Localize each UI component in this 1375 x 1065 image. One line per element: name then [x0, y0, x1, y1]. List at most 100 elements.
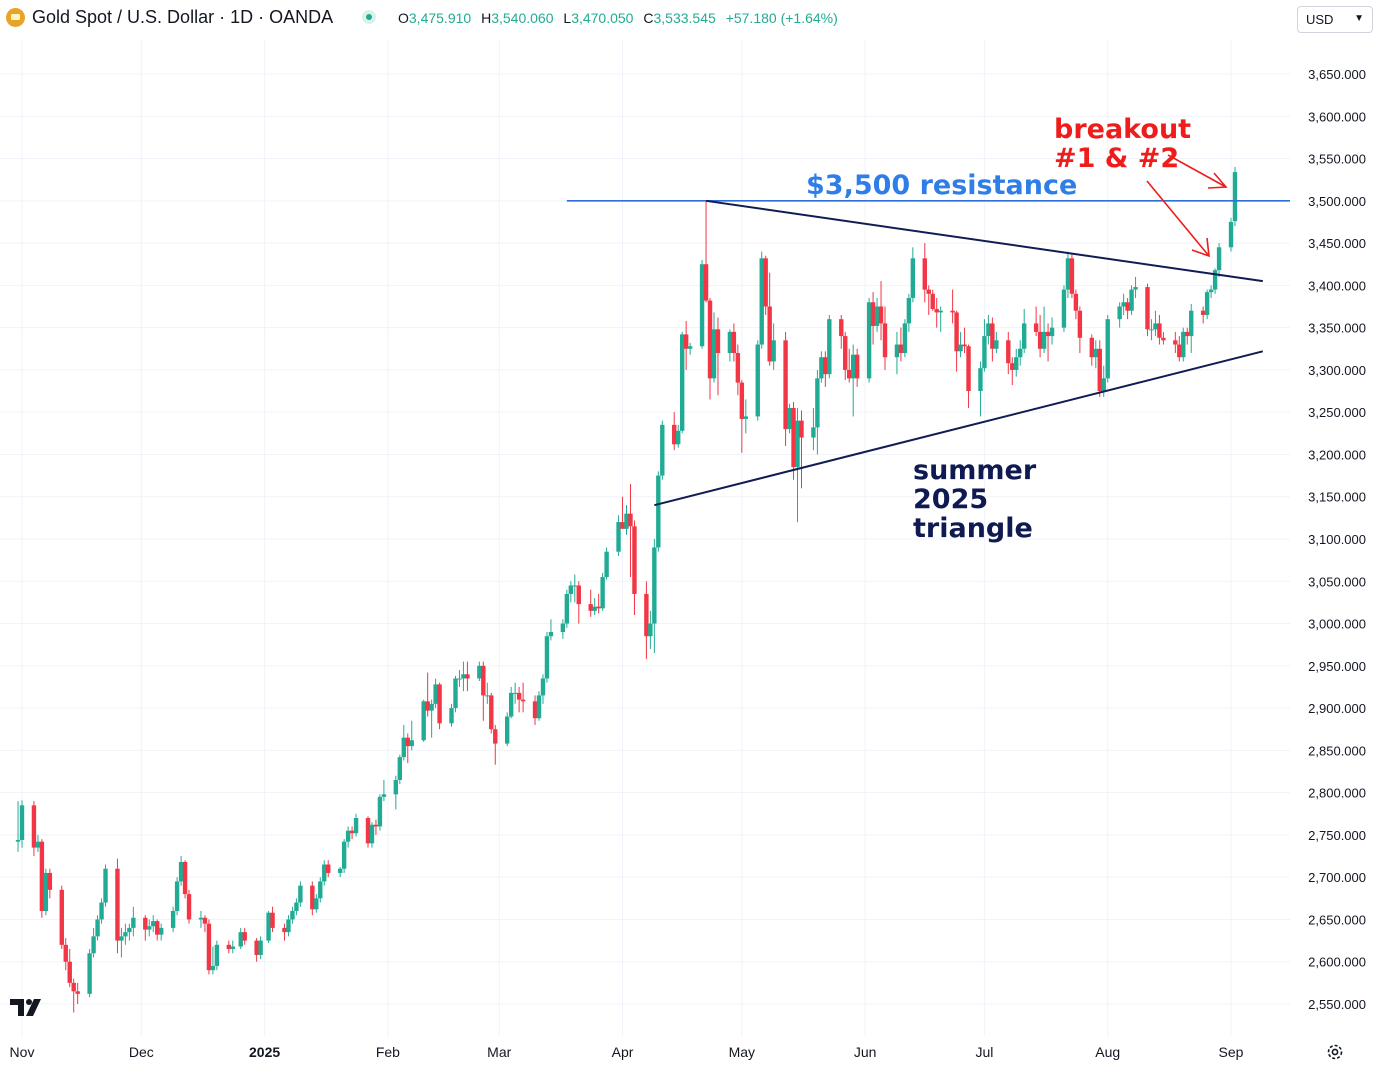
candle-body: [902, 323, 908, 353]
candle-body: [326, 864, 331, 873]
candle-body: [337, 868, 343, 873]
candle-body: [727, 331, 733, 353]
candle-body: [393, 779, 399, 795]
candles: [15, 167, 1238, 1013]
candle-body: [373, 824, 379, 827]
candle-body: [870, 302, 876, 326]
lower-trendline: [654, 350, 1264, 507]
resistance-label: $3,500 resistance: [806, 170, 1077, 201]
candle-body: [377, 796, 383, 827]
candle-body: [457, 678, 462, 680]
candle-body: [210, 965, 216, 971]
candle-body: [592, 606, 597, 611]
price-tick-label: 3,400.000: [1308, 278, 1366, 293]
candle-body: [564, 593, 570, 624]
price-tick-label: 3,250.000: [1308, 405, 1366, 420]
candle-body: [345, 830, 351, 842]
price-axis[interactable]: 2,550.000 2,600.000 2,650.000 2,700.000 2,75…: [1308, 67, 1366, 1012]
time-tick-label: Dec: [129, 1044, 154, 1060]
price-tick-label: 3,450.000: [1308, 236, 1366, 251]
candle-body: [63, 944, 68, 962]
chevron-down-icon: ▼: [1354, 13, 1364, 24]
candle-body: [715, 329, 721, 353]
candle-body: [127, 927, 132, 933]
triangle-label-line: triangle: [913, 513, 1033, 544]
candle-body: [560, 623, 566, 632]
candle-body: [266, 912, 271, 941]
grid: [0, 40, 1290, 1036]
price-tick-label: 2,600.000: [1308, 955, 1366, 970]
candle-body: [922, 258, 927, 290]
price-tick-label: 3,200.000: [1308, 447, 1366, 462]
candle-body: [1069, 258, 1075, 294]
candle-body: [481, 665, 486, 696]
candle-body: [19, 805, 25, 840]
candle-body: [87, 953, 92, 994]
candle-body: [477, 665, 482, 679]
candle-body: [1173, 340, 1178, 345]
candle-body: [707, 300, 713, 379]
candle-body: [982, 336, 987, 369]
candle-body: [1045, 331, 1051, 337]
candle-body: [310, 885, 315, 910]
price-tick-label: 2,900.000: [1308, 701, 1366, 716]
candle-body: [397, 757, 403, 780]
candle-body: [799, 420, 804, 438]
candle-body: [994, 340, 999, 349]
candle-body: [787, 407, 792, 430]
candle-body: [43, 872, 49, 911]
breakout-arrow-2: [1146, 180, 1210, 257]
candle-body: [628, 513, 633, 527]
candle-body: [99, 902, 104, 920]
candle-body: [449, 708, 454, 724]
candle-body: [743, 416, 749, 419]
currency-select[interactable]: USD ▼: [1297, 6, 1373, 33]
candle-body: [934, 309, 939, 313]
candle-body: [783, 340, 788, 430]
candle-body: [588, 604, 593, 611]
price-tick-label: 3,500.000: [1308, 194, 1366, 209]
candle-body: [230, 946, 235, 950]
low-value: 3,470.050: [571, 10, 634, 26]
price-tick-label: 3,550.000: [1308, 152, 1366, 167]
market-status-dot-icon[interactable]: [362, 10, 376, 24]
candle-body: [353, 818, 359, 834]
candle-body: [349, 830, 355, 834]
candle-body: [739, 382, 745, 419]
time-axis[interactable]: Nov Dec 2025 Feb Mar Apr May Jun Jul Aug Sep: [10, 1044, 1244, 1060]
candle-body: [604, 551, 609, 578]
candle-body: [504, 716, 510, 744]
ohlc-legend: O3,475.910 H3,540.060 L3,470.050 C3,533.…: [398, 10, 844, 26]
time-tick-label: Sep: [1219, 1044, 1244, 1060]
high-label: H: [481, 10, 492, 26]
candle-body: [1041, 331, 1047, 349]
candle-body: [978, 368, 983, 392]
candle-body: [294, 902, 299, 911]
candle-body: [1006, 340, 1011, 364]
time-tick-label: Aug: [1095, 1044, 1120, 1060]
candle-body: [1232, 172, 1238, 222]
candle-body: [950, 310, 955, 313]
breakout-label-line: #1 & #2: [1054, 143, 1179, 174]
candle-body: [1121, 302, 1126, 307]
candle-body: [1129, 289, 1134, 311]
candle-body: [298, 885, 303, 903]
candle-body: [365, 818, 371, 844]
candle-body: [1145, 287, 1150, 330]
price-tick-label: 3,050.000: [1308, 574, 1366, 589]
candle-body: [314, 898, 319, 910]
time-tick-label: 2025: [249, 1044, 280, 1060]
candle-body: [1065, 258, 1071, 290]
candle-body: [679, 334, 685, 431]
candle-body: [485, 695, 490, 697]
candle-body: [958, 344, 963, 352]
symbol-title[interactable]: Gold Spot / U.S. Dollar · 1D · OANDA: [32, 7, 334, 27]
candle-body: [453, 678, 458, 709]
gear-icon[interactable]: [1325, 1042, 1345, 1062]
time-tick-label: Feb: [376, 1044, 400, 1060]
tradingview-logo-icon[interactable]: [8, 996, 46, 1020]
candle-body: [882, 323, 888, 358]
candle-body: [119, 936, 124, 941]
candle-body: [759, 258, 764, 345]
